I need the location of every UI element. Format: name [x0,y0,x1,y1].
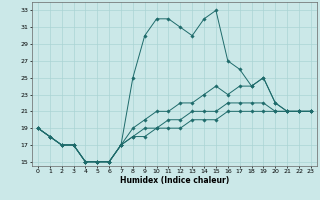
X-axis label: Humidex (Indice chaleur): Humidex (Indice chaleur) [120,176,229,185]
